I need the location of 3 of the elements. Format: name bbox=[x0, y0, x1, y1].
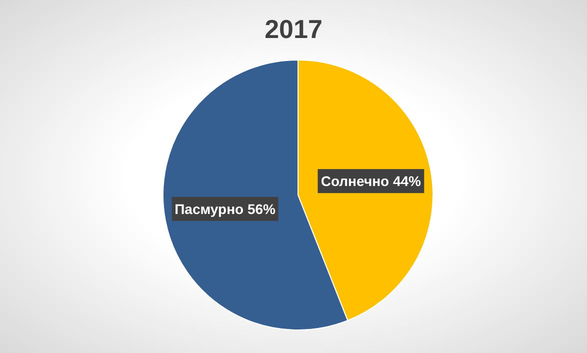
slice-label: Солнечно 44% bbox=[320, 173, 422, 190]
chart-title: 2017 bbox=[264, 14, 324, 45]
slice-label: Пасмурно 56% bbox=[174, 200, 276, 217]
